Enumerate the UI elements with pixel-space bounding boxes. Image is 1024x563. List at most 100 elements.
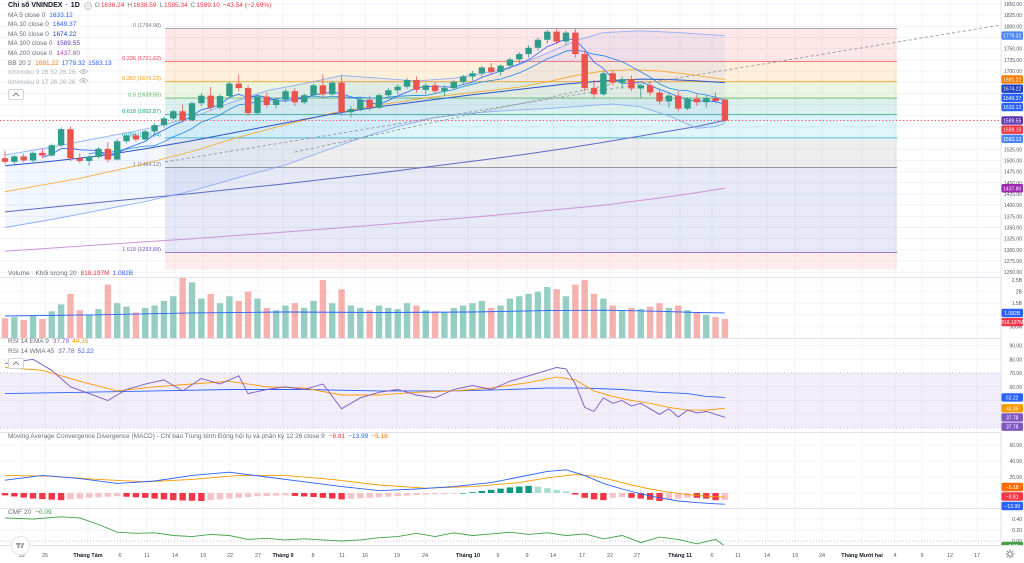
fib-label: 1 (1484.12) <box>133 162 161 168</box>
fib-label: 0.236 (1721.62) <box>122 56 161 62</box>
rsi-scale-label: 80.00 <box>1009 357 1022 363</box>
candle <box>170 111 177 119</box>
ma5-legend-row[interactable]: MA 5 close 0 1633.12 <box>8 11 271 21</box>
rsi-ema-label: RSI 14 EMA 9 <box>8 338 49 345</box>
scale-badge <box>1001 116 1023 125</box>
time-axis-label: 22 <box>19 553 25 559</box>
rsi-wma-legend-row[interactable]: RSI 14 WMA 45 37.78 52.22 <box>8 347 94 357</box>
ichimoku1-legend-row[interactable]: Ichimoku 9 26 52 26 26 <box>8 68 271 78</box>
candle <box>422 85 429 90</box>
time-axis-label: 9 <box>525 553 528 559</box>
ma5-label: MA 5 close 0 <box>8 11 46 19</box>
trendline[interactable] <box>294 83 613 153</box>
scale-badge-text: 1.082B <box>1004 311 1021 317</box>
macd-histogram-bar <box>1 493 9 496</box>
volume-bar <box>703 314 710 338</box>
macd-histogram-bar <box>431 493 439 495</box>
price-scale-label: 1725.00 <box>1004 58 1022 64</box>
ichimoku2-legend-row[interactable]: Ichimoku 9 17 26 26 26 <box>8 78 271 88</box>
volume-bar <box>338 289 345 338</box>
macd-histogram-bar <box>235 493 242 498</box>
macd-histogram-bar <box>310 493 317 497</box>
collapse-legend-button[interactable] <box>8 89 24 101</box>
volume-scale-label: 1.5B <box>1012 301 1023 307</box>
macd-histogram-bar <box>114 493 121 497</box>
collapse-rsi-button[interactable] <box>8 358 24 370</box>
macd-histogram-bar <box>403 493 411 496</box>
ma10-legend-row[interactable]: MA 10 close 0 1649.37 <box>8 20 271 30</box>
volume-bar <box>721 319 729 338</box>
price-scale-label: 1250.00 <box>1004 270 1022 276</box>
volume-bar <box>394 309 401 338</box>
candle <box>216 96 224 108</box>
price-scale[interactable]: 1850.00 1825.00 1800.00 1750.00 1725.00 1700.… <box>1000 0 1024 563</box>
volume-bar <box>459 305 467 338</box>
ma100-label: MA 100 close 0 <box>8 40 53 48</box>
volume-bar <box>478 300 486 338</box>
trendline[interactable] <box>164 24 1002 163</box>
cmf-legend-row[interactable]: CMF 20 −0.09 <box>8 508 52 518</box>
macd-histogram-bar <box>394 493 401 497</box>
volume-bar <box>188 282 196 338</box>
macd-histogram-bar <box>329 493 336 499</box>
price-scale-label: 1750.00 <box>1004 47 1022 53</box>
candle <box>534 39 542 48</box>
fib-label: 0 (1794.98) <box>133 23 161 29</box>
eye-icon[interactable] <box>78 68 88 79</box>
candle <box>95 148 102 157</box>
macd-legend-row[interactable]: Moving Average Convergence Divergence (M… <box>8 432 388 442</box>
time-axis-month-label: Tháng Tám <box>73 553 102 559</box>
candle <box>572 32 579 55</box>
volume-legend-row[interactable]: Volume · Khối lượng 20 818.197M 1.082B <box>8 269 133 279</box>
ma50-legend-row[interactable]: MA 50 close 0 1674.22 <box>8 30 271 40</box>
candle <box>721 99 729 121</box>
legend-collapse-icon[interactable] <box>83 1 92 10</box>
time-axis-label: 6 <box>496 553 499 559</box>
price-scale-label: 1475.00 <box>1004 170 1022 176</box>
macd-histogram-bar <box>618 493 626 497</box>
volume-bar <box>48 311 55 338</box>
cmf-scale-label: 0.20 <box>1012 528 1022 534</box>
time-axis[interactable]: 22 25 Tháng Tám 6 11 14 19 22 27 Tháng 9 8 11 16 19 24… <box>0 545 1024 563</box>
volume-bar <box>29 315 37 338</box>
volume-bar <box>319 280 327 338</box>
cmf-label: CMF 20 <box>8 509 32 516</box>
time-axis-label: 17 <box>579 553 585 559</box>
candle <box>272 99 280 106</box>
time-axis-label: 24 <box>422 553 428 559</box>
symbol-title[interactable]: Chỉ số VNINDEX <box>8 2 63 9</box>
macd-histogram-bar <box>450 493 457 494</box>
time-axis-label: 19 <box>792 553 798 559</box>
time-axis-label: 14 <box>550 553 556 559</box>
candle <box>67 129 74 159</box>
ma100-value: 1589.55 <box>56 40 80 48</box>
ma10-value: 1649.37 <box>52 21 77 29</box>
tradingview-logo[interactable] <box>11 536 30 555</box>
volume-bar <box>628 307 635 338</box>
rsi-ema-legend-row[interactable]: RSI 14 EMA 9 37.78 44.35 <box>8 337 94 347</box>
volume-label: Volume · Khối lượng 20 <box>8 270 77 277</box>
price-scale-label: 1400.00 <box>1004 203 1022 209</box>
macd-histogram-bar <box>637 493 644 499</box>
volume-bar <box>11 317 18 338</box>
scale-badge <box>1001 134 1023 144</box>
ma200-legend-row[interactable]: MA 200 close 0 1437.80 <box>8 49 271 59</box>
scale-badge <box>1001 75 1023 84</box>
candle <box>1 158 9 162</box>
price-scale-label: 1425.00 <box>1004 192 1022 198</box>
bb-legend-row[interactable]: BB 20 2 1681.22 1779.32 1583.13 <box>8 59 271 69</box>
volume-bar <box>385 307 392 338</box>
scale-badge <box>1001 422 1023 431</box>
volume-bar <box>656 303 663 338</box>
macd-histogram-bar <box>422 493 429 495</box>
volume-bar <box>357 307 364 338</box>
eye-icon[interactable] <box>78 77 88 88</box>
fib-retracement: 0 (1794.98) 0.236 (1721.62) 0.382 (1676.23… <box>122 23 897 270</box>
candle <box>646 85 654 93</box>
volume-bar <box>329 303 336 338</box>
time-axis-month-label: Tháng 10 <box>456 553 480 559</box>
ma100-legend-row[interactable]: MA 100 close 0 1589.55 <box>8 39 271 49</box>
macd-histogram-bar <box>48 493 55 500</box>
gear-icon[interactable] <box>1005 549 1015 559</box>
